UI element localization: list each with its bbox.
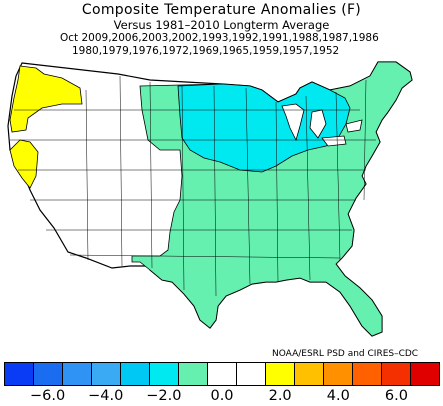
color-scale-tick-label: −6.0 (29, 388, 66, 404)
color-scale-tick-label: −4.0 (88, 388, 124, 404)
color-scale-segment (34, 363, 63, 385)
color-scale-segment (121, 363, 150, 385)
composite-years-line2: 1980,1979,1976,1972,1969,1965,1959,1957,… (72, 45, 340, 57)
map-title: Composite Temperature Anomalies (F) (81, 2, 362, 18)
color-scale-tick-label: 4.0 (326, 388, 350, 404)
climate-division-borders (10, 75, 376, 297)
color-scale-segment (324, 363, 353, 385)
color-scale-tick-label: 6.0 (384, 388, 408, 404)
pacific-northwest-anomaly-region (9, 65, 83, 133)
color-scale-tick-label: 0.0 (210, 388, 234, 404)
data-credit: NOAA/ESRL PSD and CIRES–CDC (272, 349, 419, 359)
color-scale-tick-label: 2.0 (268, 388, 292, 404)
color-scale-segment (179, 363, 208, 385)
color-scale-segment (208, 363, 237, 385)
color-scale-segment (382, 363, 411, 385)
color-scale-segment (5, 363, 34, 385)
color-scale-segment (353, 363, 382, 385)
color-scale-segment (150, 363, 179, 385)
color-scale-segment (92, 363, 121, 385)
color-scale-segment (237, 363, 266, 385)
composite-years-line1: Oct 2009,2006,2003,2002,1993,1992,1991,1… (60, 32, 379, 44)
color-scale-segment (295, 363, 324, 385)
color-scale-bar (4, 362, 440, 386)
color-scale-tick-label: −2.0 (146, 388, 182, 404)
california-interior-anomaly-region (9, 139, 39, 189)
color-scale-segment (63, 363, 92, 385)
color-scale-segment (411, 363, 439, 385)
map-subtitle: Versus 1981–2010 Longterm Average (113, 18, 330, 32)
color-scale-segment (266, 363, 295, 385)
great-lakes (281, 103, 363, 147)
